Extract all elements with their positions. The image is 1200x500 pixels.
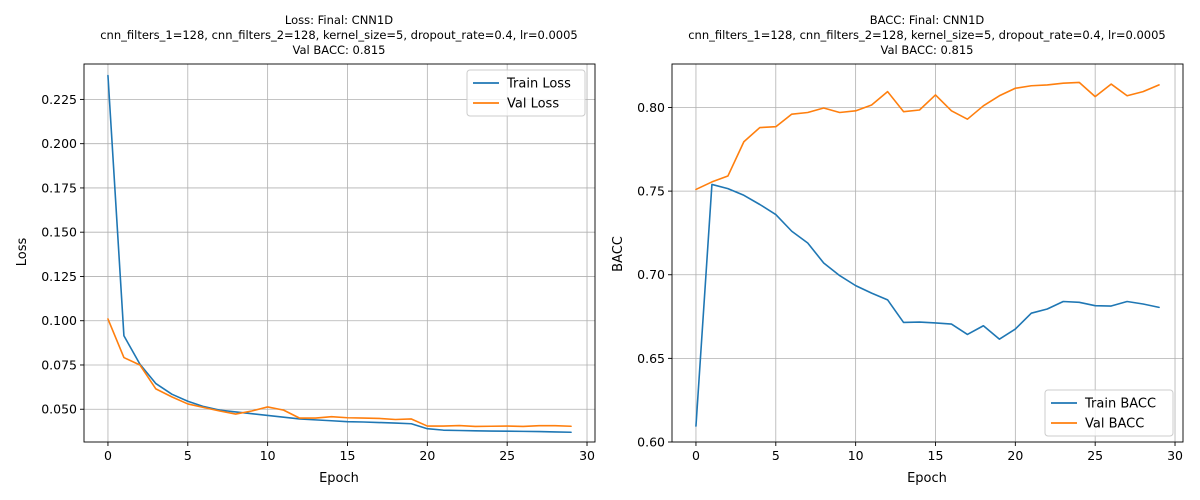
loss-x-tick-label: 0 — [104, 448, 112, 463]
bacc-title-line-2: cnn_filters_1=128, cnn_filters_2=128, ke… — [688, 28, 1166, 42]
bacc-x-tick-label: 30 — [1167, 448, 1183, 463]
loss-y-tick-label: 0.125 — [41, 269, 77, 284]
loss-title-line-2: cnn_filters_1=128, cnn_filters_2=128, ke… — [100, 28, 578, 42]
loss-x-tick-label: 20 — [419, 448, 435, 463]
bacc-series-line-train-bacc — [695, 183, 1160, 427]
bacc-x-tick-label: 10 — [848, 448, 864, 463]
bacc-y-tick-label: 0.65 — [637, 351, 665, 366]
bacc-y-tick-label: 0.75 — [637, 184, 665, 199]
bacc-legend-box — [1044, 389, 1174, 437]
loss-y-tick-label: 0.150 — [41, 225, 77, 240]
bacc-panel: BACC: Final: CNN1D cnn_filters_1=128, cn… — [611, 13, 1184, 486]
bacc-x-tick-label: 25 — [1087, 448, 1103, 463]
bacc-x-tick-label: 15 — [928, 448, 944, 463]
loss-legend-label: Val Loss — [507, 97, 559, 112]
bacc-legend-label: Val BACC — [1085, 417, 1144, 432]
loss-x-tick-label: 30 — [579, 448, 595, 463]
loss-y-axis-label: Loss — [15, 238, 30, 267]
bacc-y-axis-label: BACC — [611, 236, 626, 272]
loss-series-line-train-loss — [107, 74, 572, 434]
loss-title-line-1: Loss: Final: CNN1D — [285, 13, 393, 27]
bacc-plot-frame — [671, 63, 1184, 443]
bacc-series-line-val-bacc — [695, 81, 1160, 191]
bacc-title-line-1: BACC: Final: CNN1D — [870, 13, 985, 27]
loss-legend-label: Train Loss — [506, 77, 571, 92]
loss-title-line-3: Val BACC: 0.815 — [293, 43, 386, 57]
bacc-x-tick-label: 20 — [1007, 448, 1023, 463]
loss-y-tick-label: 0.050 — [41, 402, 77, 417]
loss-y-tick-label: 0.075 — [41, 357, 77, 372]
bacc-x-axis-label: Epoch — [907, 471, 947, 486]
bacc-y-tick-label: 0.70 — [637, 267, 665, 282]
loss-y-tick-label: 0.200 — [41, 136, 77, 151]
loss-x-tick-label: 15 — [340, 448, 356, 463]
loss-x-tick-label: 10 — [260, 448, 276, 463]
loss-panel: Loss: Final: CNN1D cnn_filters_1=128, cn… — [15, 13, 596, 486]
loss-x-tick-label: 25 — [499, 448, 515, 463]
loss-series-line-val-loss — [107, 318, 572, 428]
loss-plot-frame — [83, 63, 596, 443]
bacc-x-tick-label: 5 — [772, 448, 780, 463]
loss-legend-box — [466, 69, 586, 117]
bacc-legend: Train BACC Val BACC — [1044, 389, 1174, 437]
loss-legend: Train Loss Val Loss — [466, 69, 586, 117]
bacc-x-tick-label: 0 — [692, 448, 700, 463]
loss-x-tick-label: 5 — [184, 448, 192, 463]
loss-y-tick-label: 0.100 — [41, 313, 77, 328]
loss-y-tick-label: 0.175 — [41, 180, 77, 195]
bacc-legend-label: Train BACC — [1084, 397, 1156, 412]
bacc-title-line-3: Val BACC: 0.815 — [881, 43, 974, 57]
bacc-y-tick-label: 0.60 — [637, 435, 665, 450]
bacc-y-tick-label: 0.80 — [637, 100, 665, 115]
loss-x-axis-label: Epoch — [319, 471, 359, 486]
loss-y-tick-label: 0.225 — [41, 92, 77, 107]
